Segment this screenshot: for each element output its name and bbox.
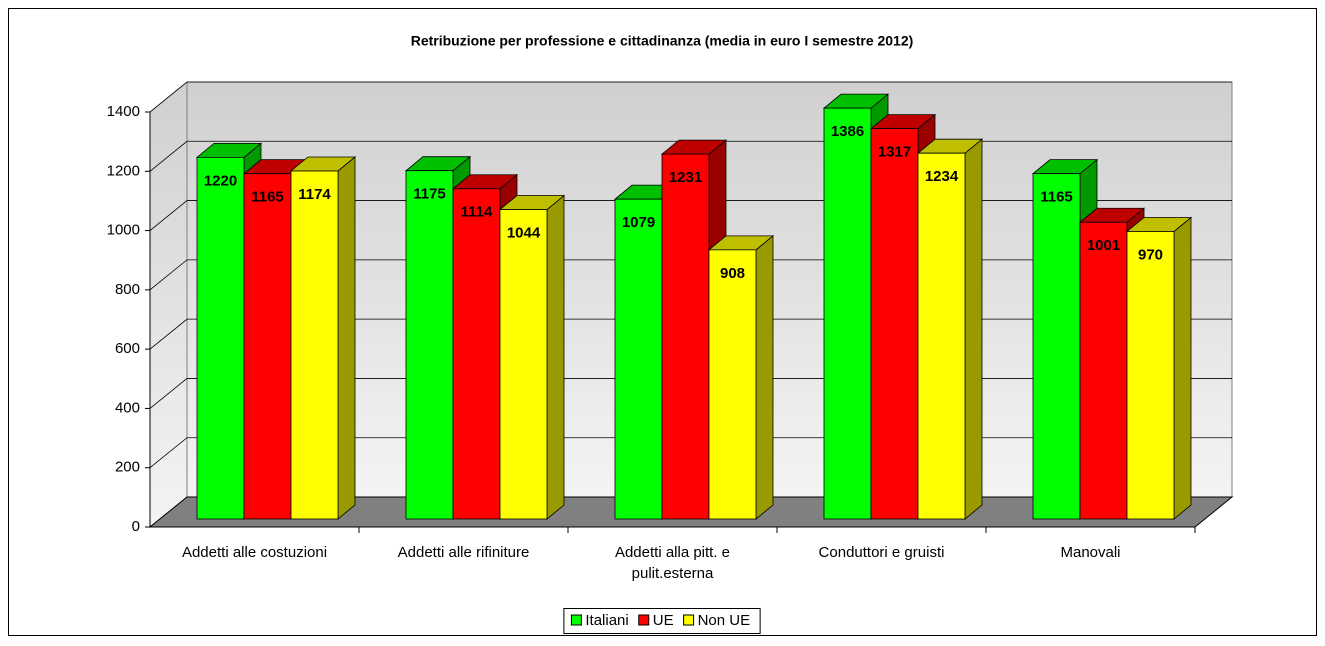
chart-title: Retribuzione per professione e cittadina… [411, 33, 914, 49]
data-label: 1174 [298, 186, 331, 203]
data-label: 1317 [878, 144, 911, 161]
bar-front [917, 152, 966, 520]
bar [498, 194, 566, 520]
y-tick-label: 1000 [107, 222, 140, 239]
bar-front [452, 188, 501, 520]
data-label: 1044 [507, 224, 541, 241]
bar-side [755, 234, 774, 520]
legend-label: Non UE [698, 612, 751, 629]
data-label: 1079 [622, 214, 655, 231]
bar [1125, 216, 1193, 520]
data-label: 1386 [831, 123, 864, 140]
x-tick-label: Addetti alle rifiniture [398, 544, 530, 561]
bar-side [964, 138, 983, 520]
legend-box [563, 608, 761, 634]
data-label: 1165 [251, 189, 284, 206]
legend-label: Italiani [585, 612, 628, 629]
bar [707, 234, 775, 520]
data-label: 1165 [1040, 189, 1073, 206]
bar-front [196, 156, 245, 520]
y-tick-label: 0 [132, 518, 140, 535]
x-tick-label: Addetti alle costuzioni [182, 544, 327, 561]
legend-label: UE [653, 612, 674, 629]
bar-front [405, 170, 454, 520]
y-tick-label: 200 [115, 459, 140, 476]
y-tick-label: 800 [115, 281, 140, 298]
x-tick-label: Manovali [1060, 544, 1120, 561]
bar-front [823, 107, 872, 520]
y-tick-label: 600 [115, 340, 140, 357]
legend-swatch [683, 614, 695, 626]
bar-front [243, 173, 292, 520]
bar-front [708, 249, 757, 520]
bar-front [661, 153, 710, 520]
bar-front [1032, 173, 1081, 520]
bar-front [870, 128, 919, 520]
bar-front [290, 170, 339, 520]
data-label: 1231 [669, 169, 702, 186]
x-tick-label: Conduttori e gruisti [819, 544, 945, 561]
data-label: 1220 [204, 172, 237, 189]
y-tick-label: 1200 [107, 162, 140, 179]
data-label: 970 [1138, 246, 1163, 263]
y-tick-label: 1400 [107, 103, 140, 120]
bar-front [614, 198, 663, 520]
bar-side [1173, 216, 1192, 520]
bar-front [1126, 231, 1175, 520]
bar-side [337, 156, 356, 520]
x-tick-label: Addetti alla pitt. e pulit.esterna [615, 544, 730, 582]
bar-side [546, 194, 565, 520]
bar-front [499, 209, 548, 520]
bar-front [1079, 221, 1128, 520]
y-tick-label: 400 [115, 399, 140, 416]
data-label: 908 [720, 265, 745, 282]
data-label: 1114 [461, 204, 493, 221]
data-label: 1001 [1087, 237, 1120, 254]
bar [289, 156, 357, 520]
grid-line [149, 81, 1232, 113]
legend: Italiani UE Non UE [563, 608, 761, 634]
data-label: 1175 [413, 186, 446, 203]
side-wall [149, 80, 188, 529]
legend-swatch [570, 614, 582, 626]
legend-swatch [638, 614, 650, 626]
data-label: 1234 [925, 168, 959, 185]
bar [916, 138, 984, 520]
